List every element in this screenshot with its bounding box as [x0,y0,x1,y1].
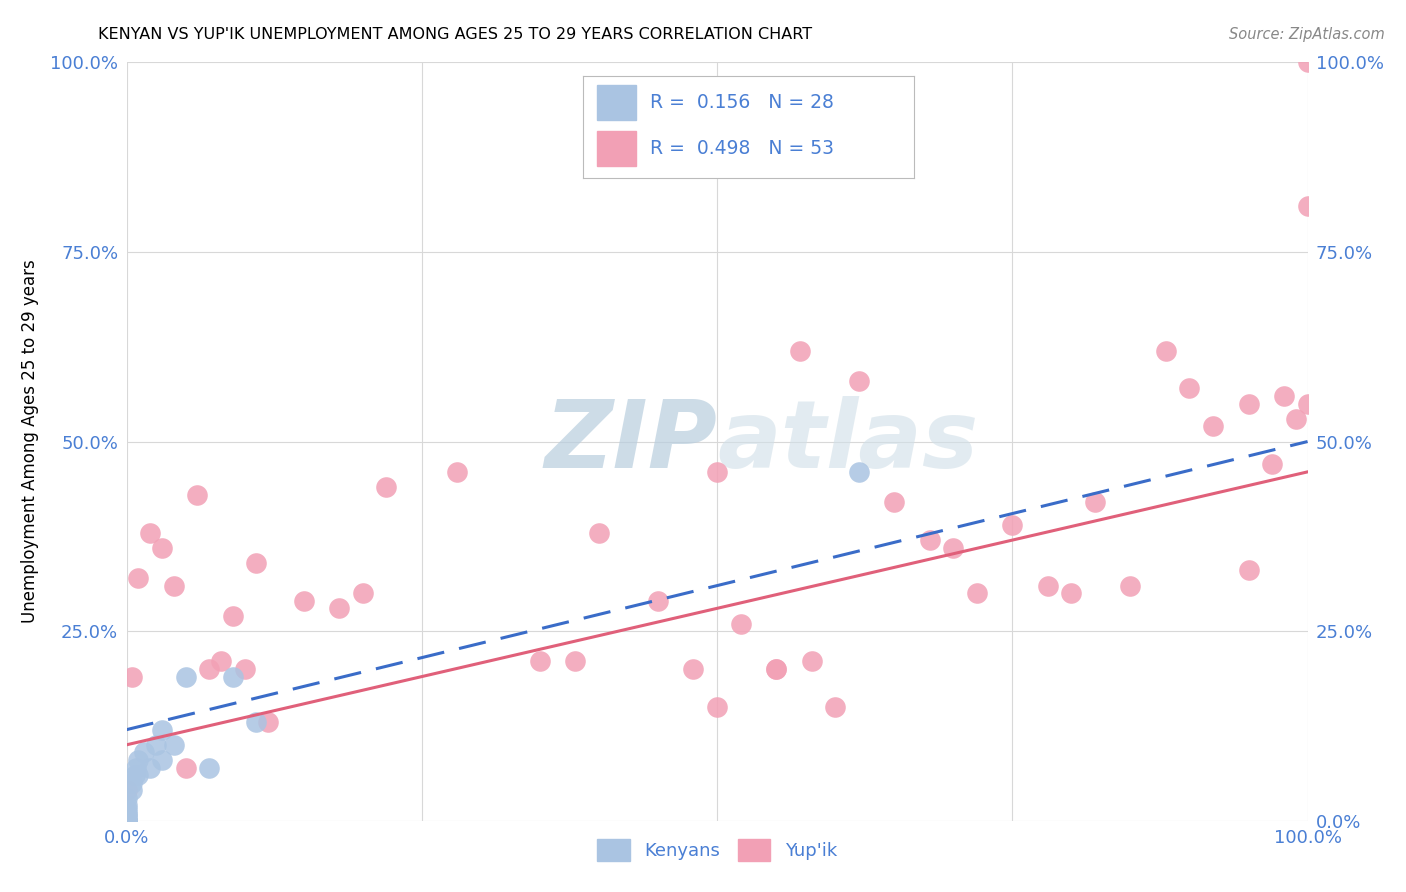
Point [245,556,267,570]
Point [848,374,870,388]
Text: R =  0.156   N = 28: R = 0.156 N = 28 [650,93,834,112]
Point [115,814,138,828]
Point [145,738,167,752]
Point [446,465,468,479]
Text: KENYAN VS YUP'IK UNEMPLOYMENT AMONG AGES 25 TO 29 YEARS CORRELATION CHART: KENYAN VS YUP'IK UNEMPLOYMENT AMONG AGES… [98,27,813,42]
Point [1178,382,1201,396]
Point [1296,199,1319,213]
Point [115,814,138,828]
Point [115,783,138,797]
Point [765,662,787,676]
Point [1202,419,1225,434]
Point [174,760,197,774]
Point [942,541,965,555]
Text: atlas: atlas [717,395,979,488]
Point [198,662,221,676]
Point [883,495,905,509]
Point [789,343,811,358]
Point [706,699,728,714]
Point [706,465,728,479]
Point [588,525,610,540]
Point [1272,389,1295,403]
Point [125,760,148,774]
Point [150,723,173,737]
Point [115,802,138,816]
Point [222,608,245,623]
Point [352,586,374,600]
Point [1060,586,1083,600]
Point [121,669,143,683]
Point [245,715,267,730]
Point [115,806,138,821]
Point [1119,579,1142,593]
Point [966,586,988,600]
Point [121,776,143,790]
Text: Source: ZipAtlas.com: Source: ZipAtlas.com [1229,27,1385,42]
Point [1237,396,1260,410]
Point [1237,564,1260,578]
Point [257,715,280,730]
Point [647,594,669,608]
Bar [596,131,637,166]
Point [139,760,162,774]
Point [1036,579,1059,593]
Point [730,616,752,631]
Text: ZIP: ZIP [544,395,717,488]
Point [115,791,138,805]
Point [824,699,846,714]
Point [848,465,870,479]
Point [127,753,149,767]
Point [918,533,941,548]
Point [682,662,704,676]
Point [800,655,823,669]
Point [150,541,173,555]
Point [139,525,162,540]
Point [115,807,138,822]
Point [292,594,315,608]
Point [134,746,156,760]
Point [328,601,350,615]
Point [127,768,149,782]
Point [222,669,245,683]
Point [1296,55,1319,70]
Point [150,753,173,767]
Point [209,655,232,669]
Point [115,814,138,828]
Point [163,579,186,593]
Point [115,814,138,828]
Point [186,487,208,501]
Point [115,814,138,828]
Point [121,783,143,797]
Point [1001,517,1024,532]
Bar [596,85,637,120]
Point [198,760,221,774]
Point [1296,396,1319,410]
Point [1285,412,1308,426]
Point [1261,458,1284,472]
Point [233,662,256,676]
Point [124,768,146,782]
Point [564,655,586,669]
Point [174,669,197,683]
Point [765,662,787,676]
Point [1154,343,1177,358]
Point [115,798,138,813]
Point [1084,495,1107,509]
Y-axis label: Unemployment Among Ages 25 to 29 years: Unemployment Among Ages 25 to 29 years [21,260,39,624]
Point [163,738,186,752]
Point [127,571,149,585]
Point [529,655,551,669]
Legend: Kenyans, Yup'ik: Kenyans, Yup'ik [589,832,845,869]
Text: R =  0.498   N = 53: R = 0.498 N = 53 [650,139,834,158]
Point [375,480,398,494]
Point [115,810,138,824]
